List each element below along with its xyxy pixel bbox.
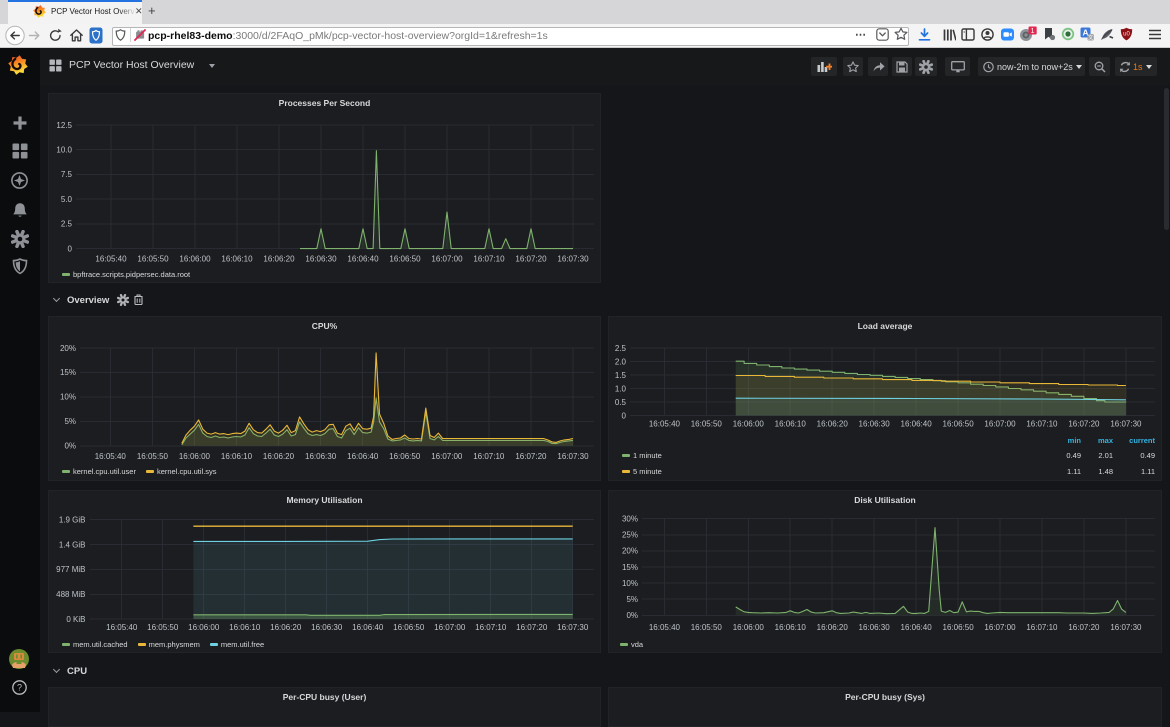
svg-text:16:06:10: 16:06:10 (221, 452, 253, 461)
svg-text:16:06:00: 16:06:00 (179, 254, 211, 263)
svg-text:16:07:10: 16:07:10 (473, 452, 505, 461)
svg-text:1.5: 1.5 (615, 371, 627, 380)
svg-text:1: 1 (1031, 28, 1035, 35)
svg-text:16:07:30: 16:07:30 (1110, 623, 1142, 632)
svg-text:u0: u0 (1123, 32, 1130, 38)
svg-text:16:06:50: 16:06:50 (393, 623, 425, 632)
svg-text:16:07:00: 16:07:00 (431, 452, 463, 461)
svg-text:16:06:30: 16:06:30 (859, 623, 891, 632)
svg-text:16:06:00: 16:06:00 (733, 623, 765, 632)
svg-text:16:06:10: 16:06:10 (775, 623, 807, 632)
svg-text:16:07:30: 16:07:30 (557, 254, 589, 263)
svg-text:16:07:20: 16:07:20 (515, 452, 547, 461)
svg-text:0: 0 (622, 411, 627, 420)
svg-text:16:05:40: 16:05:40 (649, 623, 681, 632)
svg-text:16:05:40: 16:05:40 (106, 623, 138, 632)
svg-text:977 MiB: 977 MiB (56, 565, 85, 574)
svg-text:2.5: 2.5 (61, 220, 73, 229)
svg-text:16:07:30: 16:07:30 (557, 452, 589, 461)
svg-text:16:06:00: 16:06:00 (188, 623, 220, 632)
svg-text:16:06:20: 16:06:20 (817, 420, 849, 429)
svg-text:16:06:40: 16:06:40 (901, 420, 933, 429)
svg-text:16:06:10: 16:06:10 (229, 623, 261, 632)
svg-text:16:07:20: 16:07:20 (515, 254, 547, 263)
svg-text:1.4 GiB: 1.4 GiB (59, 540, 86, 549)
svg-text:16:05:40: 16:05:40 (95, 452, 127, 461)
svg-text:16:05:50: 16:05:50 (691, 420, 723, 429)
svg-text:16:06:00: 16:06:00 (179, 452, 211, 461)
svg-text:5%: 5% (64, 417, 76, 426)
svg-text:16:05:40: 16:05:40 (95, 254, 127, 263)
svg-text:20%: 20% (60, 344, 76, 353)
svg-text:16:06:30: 16:06:30 (305, 254, 337, 263)
svg-text:16:07:20: 16:07:20 (1068, 420, 1100, 429)
svg-text:488 MiB: 488 MiB (56, 590, 85, 599)
svg-text:16:07:10: 16:07:10 (1026, 623, 1058, 632)
svg-text:0.5: 0.5 (615, 398, 627, 407)
svg-text:16:07:20: 16:07:20 (1068, 623, 1100, 632)
svg-text:10%: 10% (60, 393, 76, 402)
svg-text:?: ? (17, 683, 22, 693)
svg-text:16:07:10: 16:07:10 (473, 254, 505, 263)
svg-text:16:06:50: 16:06:50 (943, 623, 975, 632)
svg-text:16:06:30: 16:06:30 (859, 420, 891, 429)
svg-text:2.5: 2.5 (615, 344, 627, 353)
svg-text:5%: 5% (626, 595, 638, 604)
svg-text:A: A (1082, 28, 1088, 38)
svg-text:10%: 10% (622, 579, 638, 588)
svg-text:2.0: 2.0 (615, 357, 627, 366)
svg-text:16:06:20: 16:06:20 (817, 623, 849, 632)
svg-text:1.9 GiB: 1.9 GiB (59, 516, 86, 525)
svg-text:16:07:30: 16:07:30 (1110, 420, 1142, 429)
svg-text:16:06:10: 16:06:10 (775, 420, 807, 429)
svg-text:16:06:20: 16:06:20 (270, 623, 302, 632)
svg-text:16:06:50: 16:06:50 (389, 254, 421, 263)
svg-text:16:07:20: 16:07:20 (516, 623, 548, 632)
svg-text:16:07:00: 16:07:00 (434, 623, 466, 632)
svg-text:16:07:00: 16:07:00 (984, 420, 1016, 429)
svg-text:16:05:50: 16:05:50 (137, 254, 169, 263)
svg-text:16:06:50: 16:06:50 (943, 420, 975, 429)
svg-text:0%: 0% (626, 611, 638, 620)
svg-text:0%: 0% (64, 442, 76, 451)
svg-text:16:06:20: 16:06:20 (263, 254, 295, 263)
svg-text:16:07:00: 16:07:00 (431, 254, 463, 263)
svg-text:16:07:00: 16:07:00 (984, 623, 1016, 632)
svg-text:16:06:40: 16:06:40 (347, 452, 379, 461)
svg-text:16:06:30: 16:06:30 (305, 452, 337, 461)
svg-text:文: 文 (1088, 33, 1094, 41)
svg-text:0 KiB: 0 KiB (66, 615, 85, 624)
svg-text:16:05:40: 16:05:40 (649, 420, 681, 429)
svg-text:16:05:50: 16:05:50 (691, 623, 723, 632)
svg-text:15%: 15% (622, 563, 638, 572)
svg-text:30%: 30% (622, 515, 638, 524)
svg-text:16:06:40: 16:06:40 (347, 254, 379, 263)
svg-text:16:06:40: 16:06:40 (901, 623, 933, 632)
svg-text:16:06:40: 16:06:40 (352, 623, 384, 632)
svg-text:16:07:10: 16:07:10 (475, 623, 507, 632)
svg-text:16:07:10: 16:07:10 (1026, 420, 1058, 429)
svg-text:16:05:50: 16:05:50 (137, 452, 169, 461)
svg-text:16:06:10: 16:06:10 (221, 254, 253, 263)
svg-text:0: 0 (68, 244, 73, 253)
svg-text:16:06:20: 16:06:20 (263, 452, 295, 461)
svg-text:10.0: 10.0 (56, 146, 72, 155)
svg-text:20%: 20% (622, 547, 638, 556)
svg-text:16:06:00: 16:06:00 (733, 420, 765, 429)
svg-text:5.0: 5.0 (61, 195, 73, 204)
svg-text:12.5: 12.5 (56, 121, 72, 130)
svg-text:15%: 15% (60, 368, 76, 377)
svg-text:16:06:50: 16:06:50 (389, 452, 421, 461)
svg-text:16:06:30: 16:06:30 (311, 623, 343, 632)
svg-text:25%: 25% (622, 531, 638, 540)
svg-text:16:07:30: 16:07:30 (557, 623, 589, 632)
svg-text:1.0: 1.0 (615, 384, 627, 393)
svg-text:16:05:50: 16:05:50 (147, 623, 179, 632)
svg-text:7.5: 7.5 (61, 170, 73, 179)
